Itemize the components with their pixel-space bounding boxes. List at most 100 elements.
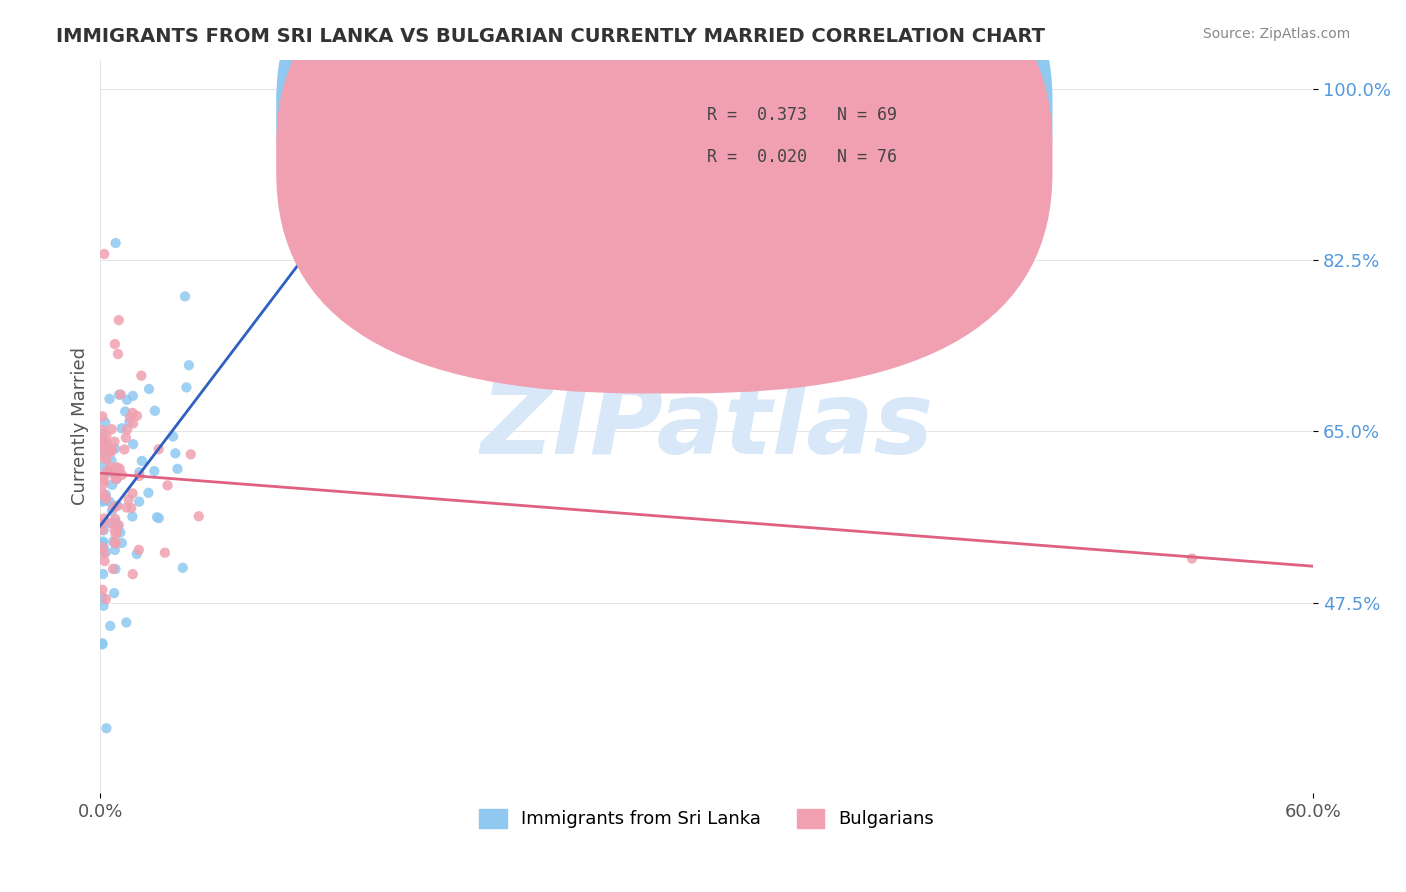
Bulgarians [91, 582, 114, 597]
Immigrants from Sri Lanka [125, 547, 148, 561]
Bulgarians [117, 492, 139, 507]
Text: IMMIGRANTS FROM SRI LANKA VS BULGARIAN CURRENTLY MARRIED CORRELATION CHART: IMMIGRANTS FROM SRI LANKA VS BULGARIAN C… [56, 27, 1045, 45]
Bulgarians [93, 489, 115, 503]
Bulgarians [122, 417, 145, 431]
Immigrants from Sri Lanka [122, 389, 145, 403]
Immigrants from Sri Lanka [91, 534, 114, 549]
Immigrants from Sri Lanka [93, 446, 115, 460]
Immigrants from Sri Lanka [118, 415, 141, 429]
Bulgarians [93, 474, 115, 488]
Immigrants from Sri Lanka [115, 615, 138, 630]
Bulgarians [94, 592, 117, 607]
Bulgarians [104, 337, 127, 351]
Bulgarians [100, 460, 122, 475]
Bulgarians [104, 528, 127, 542]
Bulgarians [121, 567, 143, 582]
Immigrants from Sri Lanka [91, 494, 114, 508]
Immigrants from Sri Lanka [172, 560, 194, 574]
Bulgarians [91, 423, 114, 437]
Bulgarians [91, 440, 114, 454]
Immigrants from Sri Lanka [110, 525, 132, 540]
Bulgarians [91, 477, 114, 491]
Immigrants from Sri Lanka [111, 421, 134, 435]
Immigrants from Sri Lanka [96, 721, 118, 735]
Immigrants from Sri Lanka [105, 472, 128, 486]
Bulgarians [103, 434, 125, 449]
Bulgarians [105, 524, 128, 539]
Bulgarians [104, 536, 127, 550]
Bulgarians [96, 452, 118, 467]
Immigrants from Sri Lanka [101, 478, 124, 492]
Bulgarians [100, 444, 122, 458]
Immigrants from Sri Lanka [104, 543, 127, 558]
Bulgarians [91, 515, 114, 529]
Immigrants from Sri Lanka [162, 429, 184, 443]
Immigrants from Sri Lanka [104, 442, 127, 456]
Bulgarians [115, 500, 138, 515]
Immigrants from Sri Lanka [115, 392, 138, 407]
FancyBboxPatch shape [276, 0, 1053, 393]
Immigrants from Sri Lanka [100, 453, 122, 467]
Text: R =  0.373   N = 69: R = 0.373 N = 69 [707, 105, 897, 124]
Bulgarians [94, 445, 117, 459]
Bulgarians [180, 447, 202, 461]
Bulgarians [115, 431, 138, 445]
Immigrants from Sri Lanka [101, 504, 124, 518]
Bulgarians [101, 562, 124, 576]
Bulgarians [91, 486, 114, 500]
Bulgarians [108, 462, 131, 476]
Immigrants from Sri Lanka [143, 464, 166, 478]
Bulgarians [101, 442, 124, 457]
Immigrants from Sri Lanka [138, 485, 160, 500]
Immigrants from Sri Lanka [103, 586, 125, 600]
Immigrants from Sri Lanka [91, 536, 114, 550]
Immigrants from Sri Lanka [93, 540, 115, 554]
Immigrants from Sri Lanka [128, 466, 150, 480]
Immigrants from Sri Lanka [91, 567, 114, 582]
Bulgarians [91, 469, 114, 483]
Immigrants from Sri Lanka [91, 636, 114, 650]
Bulgarians [111, 467, 134, 482]
Bulgarians [121, 486, 143, 500]
FancyBboxPatch shape [276, 0, 1053, 350]
Bulgarians [91, 434, 114, 448]
Bulgarians [96, 428, 118, 442]
Immigrants from Sri Lanka [91, 539, 114, 553]
Immigrants from Sri Lanka [101, 442, 124, 457]
Bulgarians [96, 464, 118, 478]
Bulgarians [110, 387, 132, 401]
Bulgarians [91, 433, 114, 447]
Immigrants from Sri Lanka [101, 534, 124, 549]
Immigrants from Sri Lanka [91, 543, 114, 558]
Bulgarians [91, 450, 114, 465]
Bulgarians [104, 463, 127, 477]
Bulgarians [100, 422, 122, 436]
Immigrants from Sri Lanka [96, 437, 118, 451]
Text: Source: ZipAtlas.com: Source: ZipAtlas.com [1202, 27, 1350, 41]
Immigrants from Sri Lanka [104, 562, 127, 576]
Bulgarians [104, 512, 127, 526]
Immigrants from Sri Lanka [148, 511, 170, 525]
Bulgarians [91, 541, 114, 555]
Immigrants from Sri Lanka [108, 388, 131, 402]
Immigrants from Sri Lanka [93, 493, 115, 508]
Bulgarians [91, 523, 114, 537]
Bulgarians [107, 518, 129, 533]
Bulgarians [156, 478, 179, 492]
Bulgarians [104, 470, 127, 484]
Immigrants from Sri Lanka [107, 499, 129, 513]
Immigrants from Sri Lanka [114, 404, 136, 418]
Bulgarians [118, 410, 141, 425]
Bulgarians [112, 442, 135, 457]
Immigrants from Sri Lanka [121, 509, 143, 524]
Immigrants from Sri Lanka [91, 591, 114, 605]
Immigrants from Sri Lanka [146, 510, 169, 524]
Bulgarians [148, 442, 170, 457]
Bulgarians [103, 536, 125, 550]
Bulgarians [107, 313, 129, 327]
Bulgarians [105, 499, 128, 513]
Bulgarians [131, 368, 153, 383]
Immigrants from Sri Lanka [111, 536, 134, 550]
Bulgarians [91, 440, 114, 454]
Bulgarians [187, 509, 209, 524]
